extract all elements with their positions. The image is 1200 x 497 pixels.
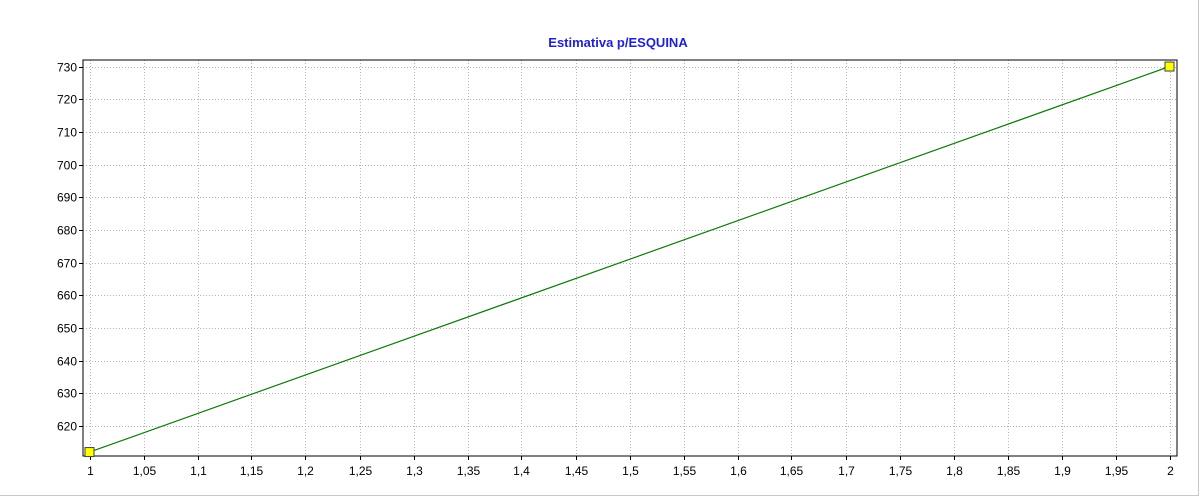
x-tick-label: 1,8 <box>946 464 963 478</box>
y-tick-label: 690 <box>57 191 77 205</box>
x-tick-label: 1 <box>87 464 94 478</box>
x-tick-label: 1,75 <box>889 464 913 478</box>
data-point-marker <box>1164 61 1175 72</box>
x-tick-label: 1,4 <box>513 464 530 478</box>
series-layer <box>84 61 1175 458</box>
x-tick-label: 1,35 <box>457 464 481 478</box>
y-tick-label: 680 <box>57 224 77 238</box>
x-tick-label: 1,3 <box>406 464 423 478</box>
grid-lines <box>83 60 1177 456</box>
y-tick-label: 720 <box>57 93 77 107</box>
x-tick-label: 1,45 <box>565 464 589 478</box>
y-tick-label: 620 <box>57 420 77 434</box>
x-tick-label: 1,9 <box>1054 464 1071 478</box>
x-tick-label: 1,7 <box>838 464 855 478</box>
x-tick-label: 1,65 <box>780 464 804 478</box>
x-tick-label: 2 <box>1167 464 1174 478</box>
y-tick-label: 640 <box>57 355 77 369</box>
x-tick-label: 1,55 <box>673 464 697 478</box>
data-point-marker <box>84 447 95 458</box>
y-tick-label: 660 <box>57 289 77 303</box>
y-tick-label: 710 <box>57 126 77 140</box>
x-tick-label: 1,05 <box>133 464 157 478</box>
x-tick-label: 1,1 <box>190 464 207 478</box>
y-tick-label: 650 <box>57 322 77 336</box>
x-tick-label: 1,15 <box>240 464 264 478</box>
x-tick-label: 1,25 <box>349 464 373 478</box>
series-line <box>89 65 1170 453</box>
y-tick-label: 630 <box>57 387 77 401</box>
y-tick-label: 700 <box>57 159 77 173</box>
x-tick-label: 1,95 <box>1105 464 1129 478</box>
x-tick-label: 1,2 <box>297 464 314 478</box>
x-tick-label: 1,85 <box>997 464 1021 478</box>
chart-title: Estimativa p/ESQUINA <box>548 35 688 50</box>
x-tick-label: 1,5 <box>622 464 639 478</box>
x-tick-label: 1,6 <box>730 464 747 478</box>
x-axis-ticks: 1 1,05 1,1 1,15 1,2 1,25 1,3 1,35 1,4 1,45 1,5 1,55… <box>87 456 1174 478</box>
y-tick-label: 730 <box>57 61 77 75</box>
y-tick-label: 670 <box>57 257 77 271</box>
y-axis-ticks: 620 630 640 650 660 670 680 690 700 710 720 730 <box>57 61 83 434</box>
